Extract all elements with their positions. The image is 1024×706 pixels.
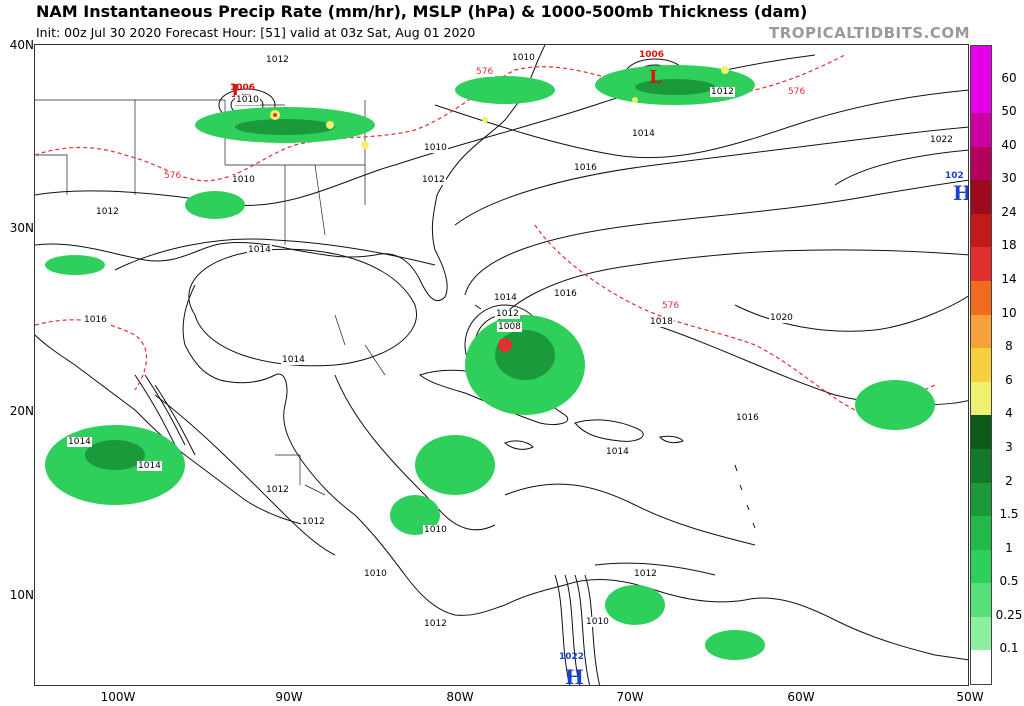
colorbar-cell (971, 482, 991, 517)
high-pressure-symbol: H (953, 181, 968, 205)
colorbar-cell (971, 281, 991, 315)
high-pressure-value: 1022 (559, 652, 585, 662)
isobar-label: 1010 (235, 95, 260, 105)
thickness-label: 576 (787, 87, 807, 97)
precip-patches (45, 65, 935, 660)
colorbar-label: 60 (1001, 70, 1017, 85)
isobar-label: 1012 (710, 87, 735, 97)
isobar-label: 1012 (633, 569, 658, 579)
isobar-label: 1012 (95, 207, 120, 217)
lon-label: 60W (787, 690, 815, 704)
thickness-label: 576 (163, 171, 183, 181)
borders (35, 99, 386, 496)
colorbar-label: 24 (1001, 204, 1017, 219)
isobar-label: 1014 (605, 447, 630, 457)
colorbar-label: 10 (1001, 305, 1017, 320)
lon-label: 70W (616, 690, 644, 704)
lat-label: 30N (9, 221, 34, 235)
isobar-label: 1012 (265, 55, 290, 65)
colorbar-label: 18 (1001, 238, 1017, 253)
colorbar-label: 0.1 (999, 641, 1019, 656)
isobar-label: 1012 (495, 309, 520, 319)
colorbar-cell (971, 348, 991, 382)
colorbar-label: 0.25 (995, 607, 1023, 622)
isobar-label: 1016 (573, 163, 598, 173)
isobar-label: 1016 (83, 315, 108, 325)
isobar-label: 1016 (735, 413, 760, 423)
colorbar-label: 1 (1005, 540, 1013, 555)
isobar-label: 1014 (281, 355, 306, 365)
colorbar-cell (971, 448, 991, 483)
isobar-label: 1014 (493, 293, 518, 303)
colorbar-label: 4 (1005, 406, 1013, 421)
isobar-label: 1016 (553, 289, 578, 299)
colorbar-cell (971, 650, 991, 684)
isobar-label: 1010 (423, 525, 448, 535)
colorbar-cell (971, 46, 991, 80)
lat-label: 20N (9, 404, 34, 418)
brand-watermark: TROPICALTIDBITS.COM (769, 24, 970, 42)
isobar-label: 1012 (421, 175, 446, 185)
colorbar-label: 0.5 (999, 574, 1019, 589)
lon-label: 50W (956, 690, 984, 704)
chart-title: NAM Instantaneous Precip Rate (mm/hr), M… (36, 2, 808, 21)
colorbar-cell (971, 381, 991, 416)
colorbar-label: 30 (1001, 171, 1017, 186)
lon-label: 90W (275, 690, 303, 704)
isobar-label: 1010 (511, 53, 536, 63)
colorbar-cell (971, 415, 991, 449)
lon-label: 80W (446, 690, 474, 704)
isobar-label: 1012 (423, 619, 448, 629)
isobar-label: 1010 (363, 569, 388, 579)
isobar-label: 1014 (67, 437, 92, 447)
lat-label: 40N (9, 38, 34, 52)
low-pressure-value: 1006 (639, 50, 665, 60)
coastlines (35, 45, 968, 661)
colorbar-cell (971, 146, 991, 181)
isobar-label: 1008 (497, 322, 522, 332)
low-pressure-symbol: L (649, 67, 662, 88)
colorbar-label: 14 (1001, 272, 1017, 287)
high-pressure-symbol: H (565, 665, 584, 686)
colorbar-label: 2 (1005, 473, 1013, 488)
colorbar-label: 8 (1005, 339, 1013, 354)
isobar-label: 1012 (265, 485, 290, 495)
chart-subtitle: Init: 00z Jul 30 2020 Forecast Hour: [51… (36, 25, 476, 40)
colorbar-label: 1.5 (999, 507, 1019, 522)
high-pressure-value: 102 (945, 171, 964, 181)
low-pressure-value: 1006 (230, 83, 256, 93)
isobar-label: 1018 (649, 317, 674, 327)
map-canvas (35, 45, 968, 685)
thickness-label: 576 (475, 67, 495, 77)
colorbar-label: 40 (1001, 137, 1017, 152)
colorbar-cell (971, 583, 991, 617)
colorbar-cell (971, 314, 991, 349)
colorbar-cell (971, 549, 991, 584)
isobar-label: 1014 (247, 245, 272, 255)
colorbar-cell (971, 79, 991, 114)
isobar-label: 1012 (301, 517, 326, 527)
colorbar-cell (971, 180, 991, 214)
colorbar-cell (971, 213, 991, 248)
isobar-label: 1014 (631, 129, 656, 139)
isobar-label: 1010 (585, 617, 610, 627)
lon-label: 100W (100, 690, 136, 704)
colorbar-label: 6 (1005, 372, 1013, 387)
lat-label: 10N (9, 588, 34, 602)
colorbar-cell (971, 616, 991, 651)
isobar-label: 1020 (769, 313, 794, 323)
colorbar-label: 50 (1001, 104, 1017, 119)
isobar-label: 1010 (231, 175, 256, 185)
colorbar-cell (971, 516, 991, 550)
precip-colorbar (970, 45, 992, 685)
colorbar-cell (971, 113, 991, 147)
isobar-label: 1010 (423, 143, 448, 153)
isobar-label: 1022 (929, 135, 954, 145)
colorbar-cell (971, 247, 991, 282)
thickness-label: 576 (661, 301, 681, 311)
map-area[interactable]: L 1006 L 1006 H 102 H 1022 1012 1012 101… (34, 44, 969, 686)
isobar-label: 1014 (137, 461, 162, 471)
colorbar-label: 3 (1005, 439, 1013, 454)
